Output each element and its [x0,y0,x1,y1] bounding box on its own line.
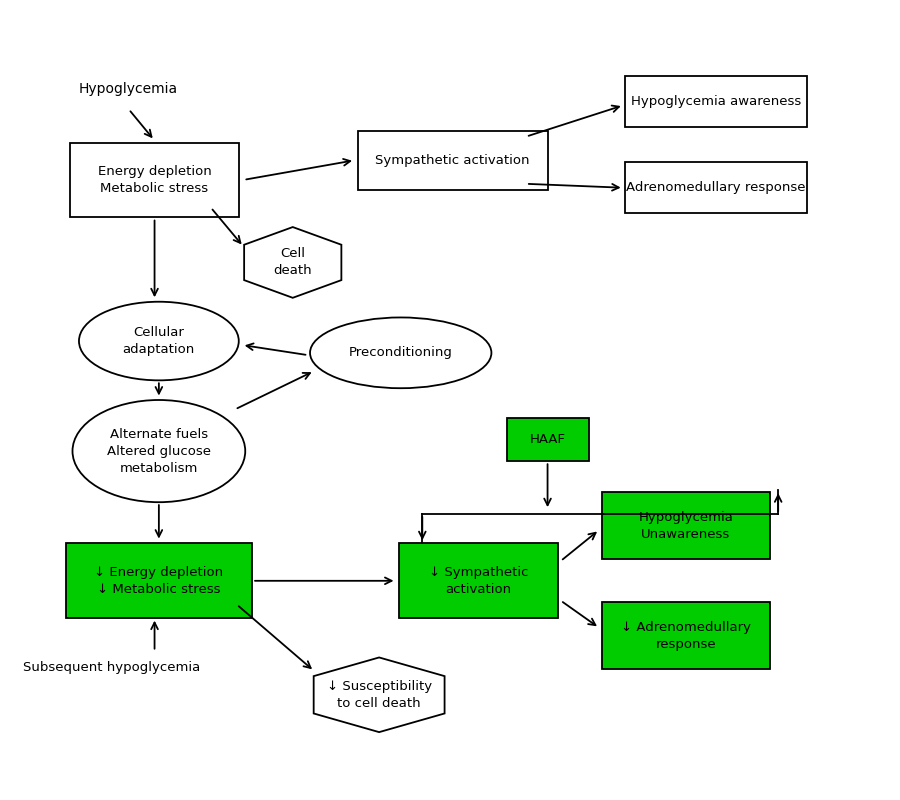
Text: ↓ Susceptibility
to cell death: ↓ Susceptibility to cell death [327,680,432,710]
Polygon shape [244,227,341,298]
Text: HAAF: HAAF [529,433,565,446]
Text: Energy depletion
Metabolic stress: Energy depletion Metabolic stress [98,165,212,195]
Ellipse shape [310,318,491,388]
FancyBboxPatch shape [357,130,547,190]
Text: Adrenomedullary response: Adrenomedullary response [626,182,806,194]
FancyBboxPatch shape [626,76,806,127]
Text: Sympathetic activation: Sympathetic activation [375,154,530,166]
Text: ↓ Energy depletion
↓ Metabolic stress: ↓ Energy depletion ↓ Metabolic stress [94,566,223,596]
Polygon shape [314,658,445,732]
Text: Hypoglycemia
Unawareness: Hypoglycemia Unawareness [638,510,734,541]
FancyBboxPatch shape [601,492,770,559]
Text: ↓ Adrenomedullary
response: ↓ Adrenomedullary response [621,621,751,651]
Ellipse shape [79,302,238,380]
Text: Hypoglycemia: Hypoglycemia [79,82,178,97]
Text: ↓ Sympathetic
activation: ↓ Sympathetic activation [428,566,528,596]
Text: Subsequent hypoglycemia: Subsequent hypoglycemia [22,661,200,674]
Text: Preconditioning: Preconditioning [349,346,453,359]
FancyBboxPatch shape [507,418,589,461]
FancyBboxPatch shape [66,543,252,618]
FancyBboxPatch shape [601,602,770,670]
Text: Cell
death: Cell death [274,247,312,278]
Text: Cellular
adaptation: Cellular adaptation [122,326,195,356]
Ellipse shape [73,400,245,502]
FancyBboxPatch shape [399,543,558,618]
Text: Alternate fuels
Altered glucose
metabolism: Alternate fuels Altered glucose metaboli… [107,427,211,474]
FancyBboxPatch shape [626,162,806,214]
FancyBboxPatch shape [70,142,238,218]
Text: Hypoglycemia awareness: Hypoglycemia awareness [631,94,801,108]
